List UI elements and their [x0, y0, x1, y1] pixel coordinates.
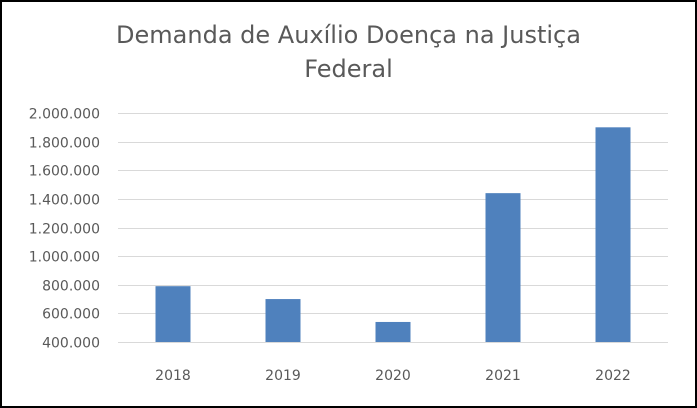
- y-tick-label: 1.400.000: [29, 193, 100, 209]
- x-tick-label: 2022: [595, 368, 631, 384]
- bar-2022: [595, 127, 631, 342]
- y-tick-label: 1.600.000: [29, 164, 100, 180]
- y-tick-label: 1.800.000: [29, 136, 100, 152]
- y-tick-label: 1.200.000: [29, 222, 100, 238]
- bar-2021: [485, 193, 521, 342]
- y-tick-label: 600.000: [42, 307, 100, 323]
- bar-2019: [265, 299, 301, 342]
- y-tick-label: 2.000.000: [29, 107, 100, 123]
- x-tick-label: 2018: [155, 368, 191, 384]
- y-tick-label: 400.000: [42, 336, 100, 352]
- chart-title: Demanda de Auxílio Doença na Justiça Fed…: [0, 18, 697, 86]
- x-tick-label: 2021: [485, 368, 521, 384]
- x-tick-label: 2020: [375, 368, 411, 384]
- bar-2020: [375, 321, 411, 342]
- x-tick-label: 2019: [265, 368, 301, 384]
- chart-title-line-1: Demanda de Auxílio Doença na Justiça: [116, 21, 581, 49]
- y-tick-label: 1.000.000: [29, 250, 100, 266]
- chart-title-line-2: Federal: [304, 55, 393, 83]
- bar-2018: [155, 286, 191, 342]
- y-tick-label: 800.000: [42, 279, 100, 295]
